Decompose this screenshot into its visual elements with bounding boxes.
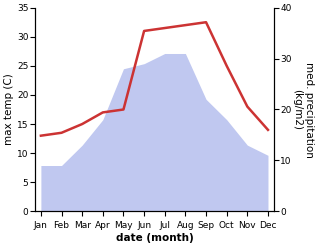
X-axis label: date (month): date (month) xyxy=(115,233,193,243)
Y-axis label: max temp (C): max temp (C) xyxy=(4,74,14,145)
Y-axis label: med. precipitation
(kg/m2): med. precipitation (kg/m2) xyxy=(292,62,314,157)
